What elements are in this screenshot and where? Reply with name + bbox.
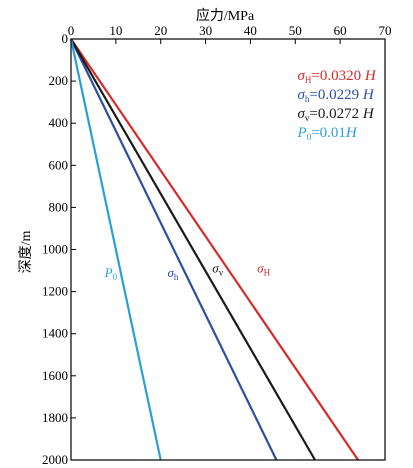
x-tick-label: 30 (199, 23, 212, 38)
plot-frame (70, 38, 386, 461)
x-tick-label: 60 (334, 23, 347, 38)
x-tick-label: 10 (109, 23, 122, 38)
y-tick-label: 1400 (42, 326, 68, 341)
legend-entry: P0=0.01H (297, 125, 358, 142)
series-line-p-0 (69, 38, 162, 461)
y-tick-label: 200 (49, 73, 69, 88)
y-tick-label: 2000 (42, 452, 68, 467)
series-annotation: σh (167, 265, 178, 282)
x-tick-label: 20 (154, 23, 167, 38)
y-axis-title: 深度/m (18, 231, 34, 274)
y-tick-label: 1200 (42, 284, 68, 299)
series-annotation: σH (257, 261, 270, 278)
series-layer (69, 38, 359, 461)
series-line-sigma-v (70, 38, 316, 461)
y-tick-label: 1800 (42, 410, 68, 425)
x-axis-title: 应力/MPa (196, 7, 255, 24)
legend: σH=0.0320 H σh=0.0229 H σv=0.0272 H P0=0.01… (297, 68, 377, 142)
y-tick-label: 600 (49, 157, 69, 172)
series-annotation: P0 (104, 265, 118, 282)
x-tick-label: 0 (68, 23, 75, 38)
legend-entry: σH=0.0320 H (298, 68, 377, 85)
y-tick-label: 1000 (42, 242, 68, 257)
y-tick-label: 800 (49, 199, 69, 214)
series-annotation: σv (212, 261, 223, 278)
y-tick-label: 1600 (42, 368, 68, 383)
x-tick-label: 40 (244, 23, 257, 38)
series-annotations: P0 σh σv σH (104, 261, 271, 282)
legend-entry: σh=0.0229 H (298, 87, 375, 104)
x-axis-ticks: 0 10 20 30 40 50 60 70 (68, 23, 392, 44)
legend-entry: σv=0.0272 H (298, 106, 375, 123)
x-tick-label: 70 (379, 23, 392, 38)
y-tick-label: 400 (49, 115, 69, 130)
y-tick-label: 0 (62, 31, 69, 46)
x-tick-label: 50 (289, 23, 302, 38)
series-line-sigma-h (70, 38, 278, 461)
series-line-sigma-h (70, 38, 359, 461)
